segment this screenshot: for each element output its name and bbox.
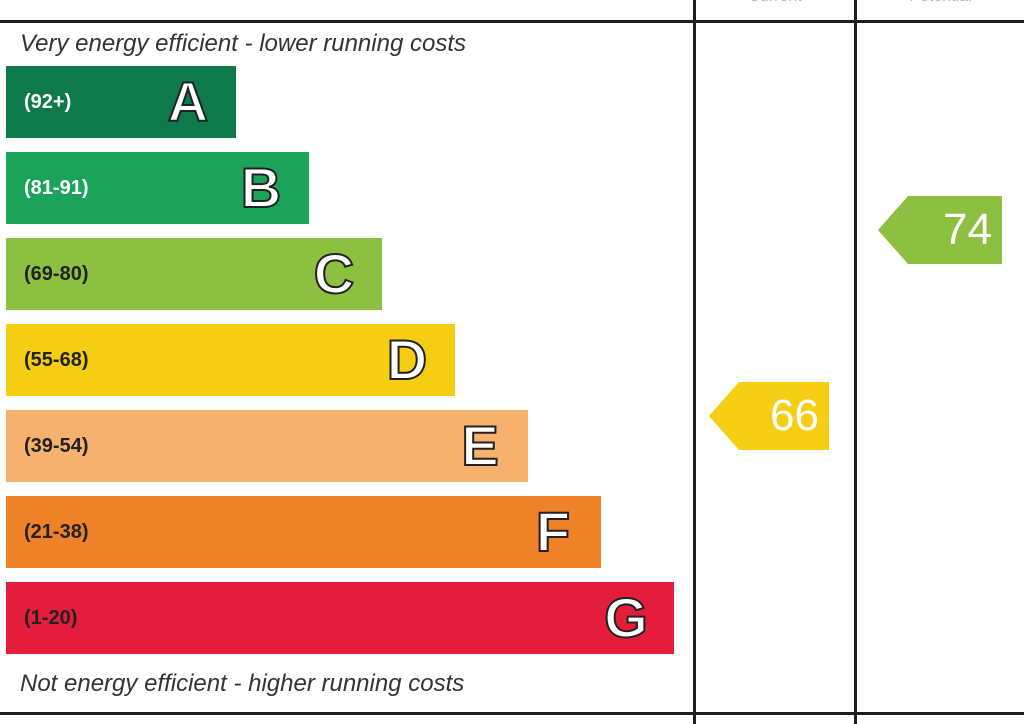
band-letter: G — [603, 585, 649, 650]
arrow-shape — [709, 382, 829, 450]
band-e: (39-54) E — [6, 410, 528, 482]
current-column-header: Current — [696, 0, 854, 8]
band-letter: C — [313, 241, 355, 306]
band-letter: E — [460, 413, 499, 478]
band-range-label: (55-68) — [24, 349, 89, 371]
rating-value: 66 — [770, 391, 819, 440]
potential-column-header: Potential — [857, 0, 1024, 8]
band-range-label: (39-54) — [24, 435, 89, 457]
arrow-shape — [878, 196, 1002, 264]
current-rating-arrow: 66 — [709, 382, 829, 450]
band-letter: F — [535, 499, 571, 564]
band-a: (92+) A — [6, 66, 236, 138]
band-d: (55-68) D — [6, 324, 455, 396]
band-f: (21-38) F — [6, 496, 601, 568]
band-letter: D — [386, 327, 428, 392]
band-range-label: (69-80) — [24, 263, 89, 285]
band-range-label: (21-38) — [24, 521, 89, 543]
rating-value: 74 — [943, 205, 992, 254]
footer-rule — [0, 712, 1024, 715]
band-range-label: (1-20) — [24, 607, 78, 629]
band-g: (1-20) G — [6, 582, 674, 654]
band-range-label: (92+) — [24, 91, 72, 113]
band-letter: B — [240, 155, 282, 220]
band-c: (69-80) C — [6, 238, 382, 310]
potential-rating-arrow: 74 — [878, 196, 1002, 264]
header-rule — [0, 20, 1024, 23]
band-range-label: (81-91) — [24, 177, 89, 199]
column-divider-right — [854, 0, 857, 724]
band-letter: A — [167, 69, 209, 134]
bottom-caption: Not energy efficient - higher running co… — [20, 670, 465, 697]
top-caption: Very energy efficient - lower running co… — [20, 30, 466, 57]
band-b: (81-91) B — [6, 152, 309, 224]
column-divider-left — [693, 0, 696, 724]
